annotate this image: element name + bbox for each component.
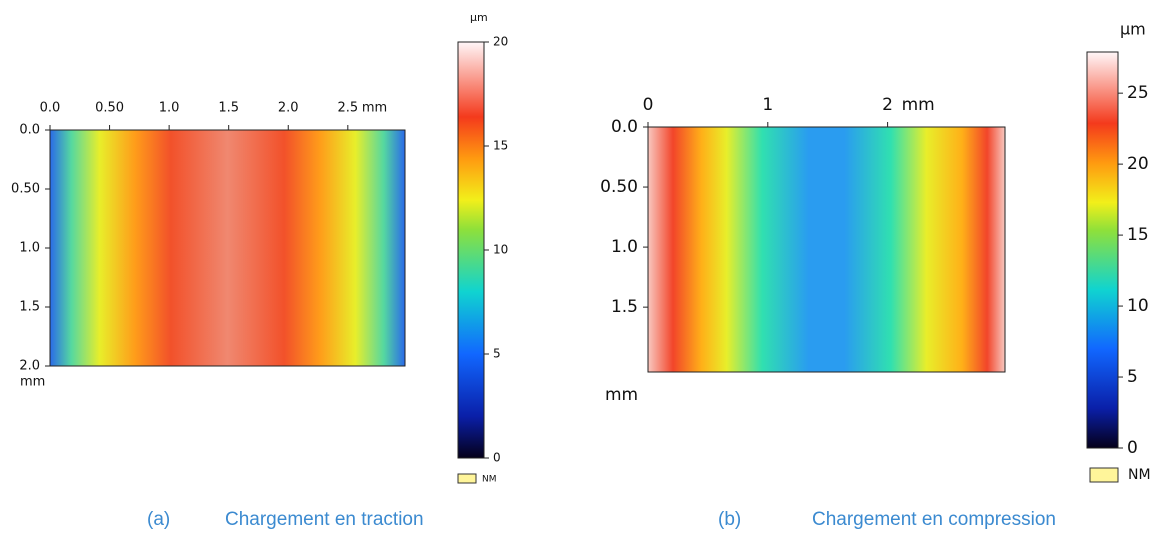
y-tick-label: 1.0 [611,237,638,257]
colorbar-unit: µm [470,11,488,24]
panel: 0 1 2 mm 0.0 0.50 1.0 1.5 mm 0 5 10 15 20 25 µm NM (b) Cha… [600,20,1150,531]
colorbar-gradient [457,41,485,459]
y-tick-label: 1.5 [19,300,40,315]
colorbar-tick-label: 20 [493,35,508,49]
x-tick-label: 0.0 [40,101,61,116]
y-tick-label: 2.0 [19,359,40,374]
y-tick-label: 1.0 [19,241,40,256]
nm-swatch [457,473,477,484]
caption: Chargement en compression [812,509,1056,530]
y-tick-label: 0.50 [600,177,638,197]
x-tick-label: 1.5 [218,101,239,116]
x-tick-label: 0.50 [95,101,124,116]
y-tick-label: 0.50 [11,182,40,197]
colorbar-tick-label: 15 [493,139,508,153]
nm-swatch [1089,467,1119,483]
caption-label: (a) [147,509,170,530]
colorbar-tick-label: 5 [1127,367,1138,387]
caption-label: (b) [718,509,741,530]
colorbar-unit: µm [1120,20,1146,39]
heatmap-image [49,129,406,367]
x-tick-label: 2.0 [278,101,299,116]
colorbar-tick-label: 10 [493,243,508,257]
x-unit: mm [902,95,935,115]
nm-label: NM [482,475,497,485]
x-tick-label: 2 [882,95,893,115]
colorbar-tick-label: 10 [1127,296,1149,316]
x-unit: mm [362,101,387,116]
colorbar: 0 5 10 15 20 25 µm NM [1086,20,1151,483]
x-tick-label: 0 [643,95,654,115]
y-tick-label: 0.0 [19,123,40,138]
colorbar-tick-label: 20 [1127,154,1149,174]
colorbar-tick-label: 0 [493,451,501,465]
x-tick-label: 1.0 [159,101,180,116]
colorbar: 0 5 10 15 20 µm NM [457,11,508,485]
colorbar-tick-label: 0 [1127,438,1138,458]
nm-label: NM [1128,467,1151,483]
y-unit: mm [605,385,638,405]
x-tick-label: 2.5 [337,101,358,116]
y-tick-label: 1.5 [611,297,638,317]
y-tick-label: 0.0 [611,117,638,137]
colorbar-tick-label: 25 [1127,83,1149,103]
panel: 0.0 0.50 1.0 1.5 2.0 2.5 mm0.00.501.01.52.0mm0… [11,11,508,530]
caption: Chargement en traction [225,509,424,530]
colorbar-tick-label: 15 [1127,225,1149,245]
x-tick-label: 1 [762,95,773,115]
heatmap-image [647,126,1006,373]
y-unit: mm [20,375,45,390]
colorbar-tick-label: 5 [493,347,501,361]
colorbar-gradient [1086,51,1119,449]
